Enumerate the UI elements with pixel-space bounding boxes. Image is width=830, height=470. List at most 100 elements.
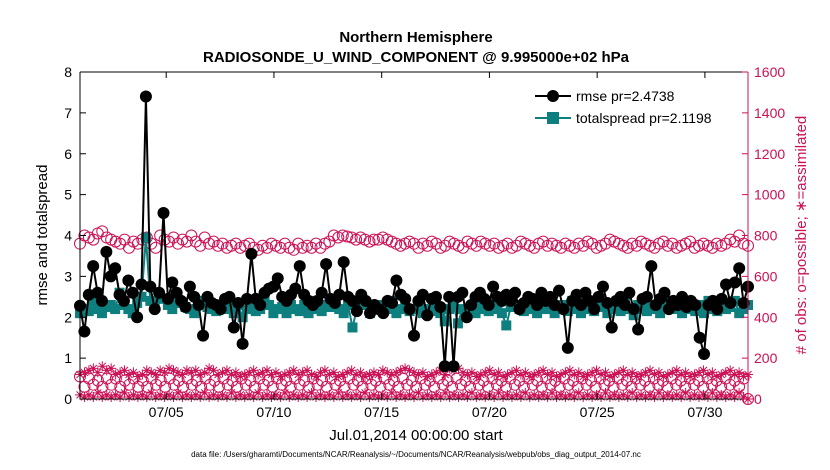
obs-possible-marker [257, 378, 270, 391]
obs-possible-marker [554, 241, 567, 254]
rmse-point [456, 286, 469, 299]
obs-assimilated-marker [591, 389, 602, 400]
obs-assimilated-marker [600, 387, 611, 398]
obs-possible-marker [510, 239, 523, 252]
obs-possible-marker [501, 237, 514, 250]
obs-possible-marker [96, 225, 109, 238]
rmse-point [698, 348, 711, 361]
obs-assimilated-marker [368, 367, 379, 378]
rmse-point [724, 296, 737, 309]
obs-assimilated-marker [150, 391, 161, 402]
obs-assimilated-marker [560, 367, 571, 378]
rmse-point [350, 305, 363, 318]
obs-assimilated-marker [106, 363, 117, 374]
obs-assimilated-marker [409, 391, 419, 402]
totalspread-point [303, 308, 314, 319]
obs-assimilated-marker [533, 367, 544, 378]
legend-totalspread-label: totalspread pr=2.1198 [576, 110, 712, 126]
obs-assimilated-marker [489, 391, 500, 402]
obs-assimilated-marker [328, 367, 339, 378]
obs-possible-marker [531, 374, 544, 387]
obs-assimilated-marker [342, 389, 353, 400]
obs-assimilated-marker [671, 365, 682, 376]
obs-assimilated-marker [551, 371, 562, 382]
rmse-point [157, 207, 170, 220]
obs-assimilated-marker [542, 369, 553, 380]
obs-possible-marker [508, 378, 521, 391]
obs-assimilated-marker [676, 391, 687, 402]
rmse-point [161, 292, 174, 305]
legend-rmse-marker [547, 90, 559, 102]
obs-assimilated-marker [515, 391, 526, 402]
obs-possible-marker [598, 378, 611, 391]
obs-possible-marker [163, 372, 176, 385]
obs-assimilated-marker [413, 387, 424, 398]
totalspread-point [136, 291, 147, 302]
obs-assimilated-marker [195, 391, 206, 402]
obs-assimilated-marker [613, 391, 624, 402]
rmse-point [509, 286, 522, 299]
obs-possible-marker [167, 231, 180, 244]
obs-assimilated-marker [716, 389, 727, 400]
obs-assimilated-marker [123, 391, 134, 402]
obs-possible-marker [207, 235, 220, 248]
obs-assimilated-marker [725, 365, 736, 376]
obs-assimilated-marker [141, 391, 152, 402]
rmse-point [315, 286, 328, 299]
obs-assimilated-marker [440, 369, 451, 380]
totalspread-point [699, 308, 710, 319]
obs-assimilated-marker [645, 365, 656, 376]
totalspread-point [263, 299, 274, 310]
rmse-point [447, 360, 460, 373]
obs-assimilated-marker [279, 369, 290, 380]
obs-assimilated-marker [101, 365, 112, 376]
obs-assimilated-marker [560, 391, 571, 402]
obs-possible-marker [87, 378, 100, 391]
obs-assimilated-marker [119, 387, 130, 398]
rmse-point [122, 274, 135, 287]
obs-assimilated-marker [636, 389, 647, 400]
obs-assimilated-marker [248, 365, 259, 376]
obs-possible-marker [470, 239, 483, 252]
rmse-point [87, 260, 100, 273]
obs-assimilated-marker [315, 367, 326, 378]
obs-possible-marker [421, 239, 434, 252]
rmse-point [254, 298, 267, 311]
obs-assimilated-marker [226, 387, 237, 398]
totalspread-point [167, 304, 178, 315]
obs-assimilated-marker [159, 367, 170, 378]
obs-assimilated-marker [266, 391, 277, 402]
obs-assimilated-marker [230, 391, 241, 402]
obs-assimilated-marker [475, 389, 486, 400]
obs-assimilated-marker [155, 365, 166, 376]
obs-assimilated-marker [377, 389, 388, 400]
totalspread-point [189, 308, 200, 319]
obs-assimilated-marker [284, 391, 295, 402]
obs-assimilated-marker [391, 391, 402, 402]
obs-assimilated-marker [440, 387, 451, 398]
rmse-point [434, 301, 447, 314]
totalspread-point [294, 306, 305, 317]
x-tick-label: 07/05 [149, 404, 184, 420]
obs-assimilated-marker [511, 389, 522, 400]
obs-possible-marker [274, 241, 287, 254]
obs-assimilated-marker [498, 391, 509, 402]
totalspread-point [343, 299, 354, 310]
obs-assimilated-marker [244, 367, 255, 378]
rmse-point [403, 303, 416, 316]
obs-assimilated-marker [600, 367, 611, 378]
totalspread-point [110, 304, 121, 315]
obs-possible-marker [221, 378, 234, 391]
obs-possible-marker [171, 237, 184, 250]
obs-assimilated-marker [333, 387, 344, 398]
totalspread-point [448, 299, 459, 310]
obs-assimilated-marker [297, 389, 308, 400]
obs-assimilated-marker [622, 369, 633, 380]
chart-title-line1: Northern Hemisphere [339, 29, 492, 46]
obs-assimilated-marker [720, 367, 731, 378]
y-left-tick-label: 4 [64, 228, 72, 244]
obs-assimilated-marker [115, 391, 126, 402]
totalspread-point [347, 322, 358, 333]
obs-possible-marker [149, 241, 162, 254]
